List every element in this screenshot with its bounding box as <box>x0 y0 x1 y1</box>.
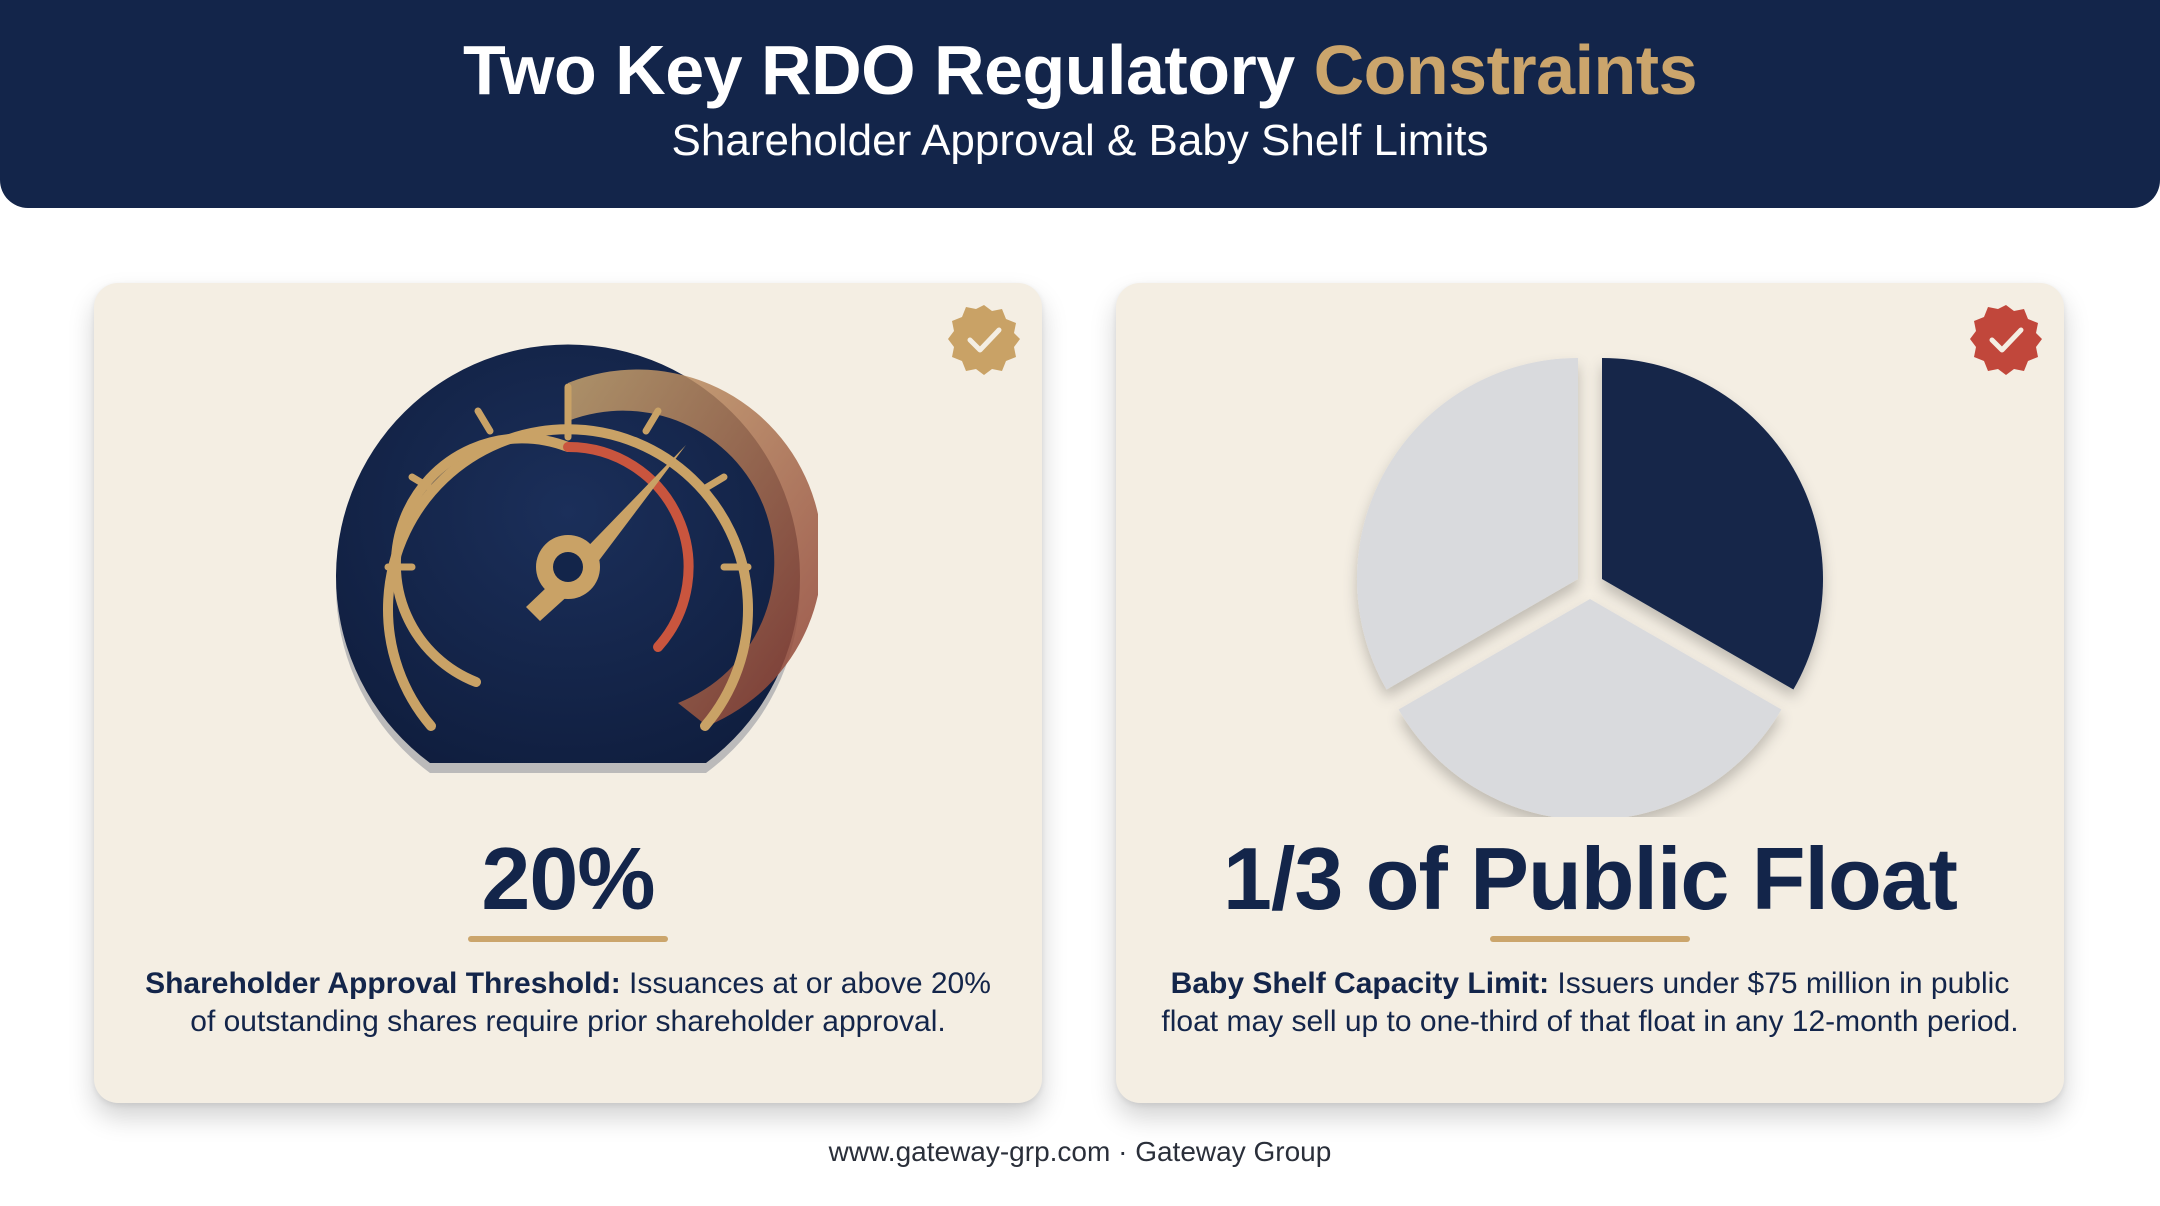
pie-slice-highlight <box>1602 358 1824 690</box>
pie-visual <box>1116 317 2064 817</box>
check-badge-icon <box>948 305 1020 375</box>
check-badge-icon <box>1970 305 2042 375</box>
desc-text: Issuers under $75 million in public floa… <box>1161 967 2019 1038</box>
desc-label: Shareholder Approval Threshold: <box>145 967 621 1000</box>
baby-shelf-description: Baby Shelf Capacity Limit: Issuers under… <box>1156 965 2024 1041</box>
public-float-value: 1/3 of Public Float <box>1223 829 1958 928</box>
shareholder-approval-card: 20% Shareholder Approval Threshold: Issu… <box>94 283 1042 1103</box>
speedometer-icon <box>336 344 818 773</box>
footer-credit: www.gateway-grp.com · Gateway Group <box>828 1136 1332 1167</box>
pie-slice-bottom <box>1398 599 1782 817</box>
desc-label: Baby Shelf Capacity Limit: <box>1170 967 1550 1000</box>
header-banner: Two Key RDO Regulatory Constraints Share… <box>0 0 2160 208</box>
pie-slice-left <box>1356 358 1578 690</box>
baby-shelf-card: 1/3 of Public Float Baby Shelf Capacity … <box>1116 283 2064 1103</box>
desc-text: Issuances at or above 20% of outstanding… <box>190 967 991 1038</box>
approval-threshold-description: Shareholder Approval Threshold: Issuance… <box>134 965 1002 1041</box>
pie-chart-icon <box>1356 358 1824 817</box>
title-accent: Constraints <box>1313 31 1698 109</box>
page-subtitle: Shareholder Approval & Baby Shelf Limits <box>671 116 1489 165</box>
title-main: Two Key RDO Regulatory <box>462 31 1295 109</box>
approval-threshold-value: 20% <box>481 829 655 928</box>
value-underline <box>468 936 668 942</box>
page-title: Two Key RDO Regulatory Constraints <box>0 30 2160 110</box>
gauge-visual <box>94 317 1042 817</box>
value-underline <box>1490 936 1690 942</box>
